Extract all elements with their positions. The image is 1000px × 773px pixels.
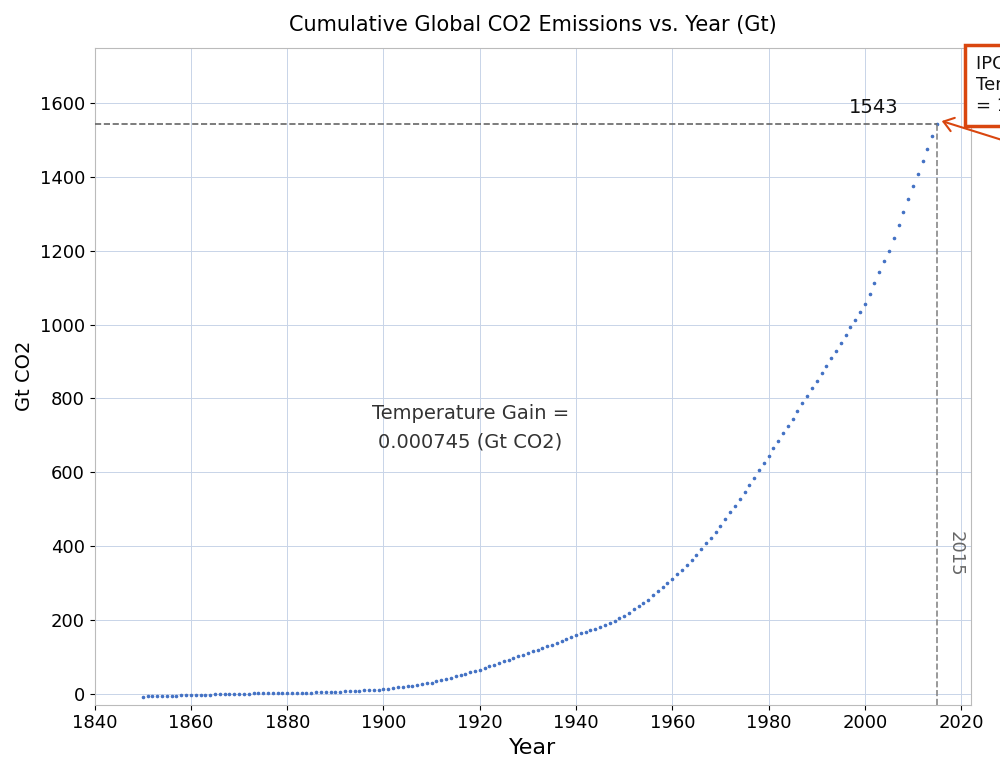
Text: IPCC Estimate of
Temperature Gain
= 1.15 C: IPCC Estimate of Temperature Gain = 1.15… <box>976 56 1000 115</box>
Text: Temperature Gain =
0.000745 (Gt CO2): Temperature Gain = 0.000745 (Gt CO2) <box>372 404 569 451</box>
X-axis label: Year: Year <box>509 738 556 758</box>
Text: 2015: 2015 <box>947 530 965 576</box>
Title: Cumulative Global CO2 Emissions vs. Year (Gt): Cumulative Global CO2 Emissions vs. Year… <box>289 15 777 35</box>
Y-axis label: Gt CO2: Gt CO2 <box>15 341 34 411</box>
Text: 1543: 1543 <box>849 98 899 117</box>
